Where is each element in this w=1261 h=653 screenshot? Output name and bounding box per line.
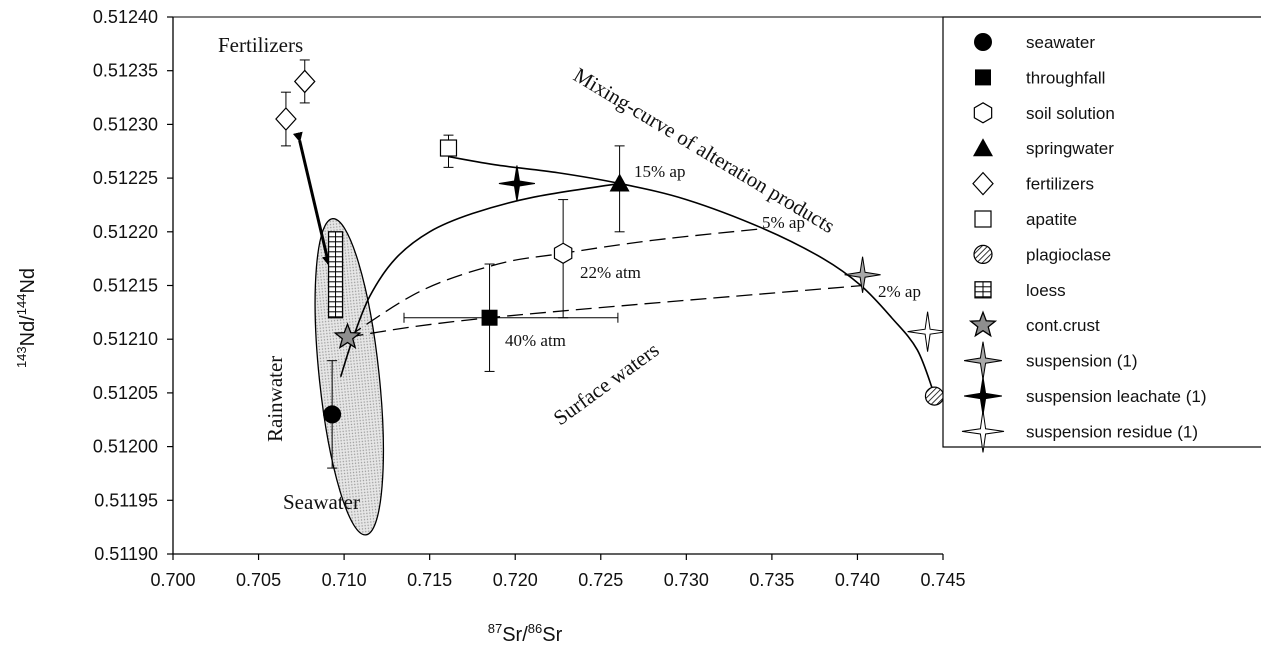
annotation-mixing-curve: Mixing-curve of alteration products	[569, 63, 839, 238]
throughfall-x-error-bar	[403, 312, 619, 323]
legend-marker-soil-solution	[973, 102, 993, 124]
fertilizers-point	[293, 69, 316, 94]
x-tick-label: 0.700	[150, 570, 195, 590]
legend-box	[942, 16, 1261, 448]
legend-marker-fertilizers	[972, 171, 994, 196]
throughfall-point	[481, 309, 498, 326]
apatite-point	[439, 139, 458, 157]
y-tick-label: 0.51190	[94, 544, 158, 564]
x-tick-label: 0.730	[664, 570, 709, 590]
legend-label-loess: loess	[1026, 281, 1066, 300]
plagioclase-point	[924, 386, 945, 406]
legend-label-seawater: seawater	[1026, 33, 1095, 52]
legend-label-cont-crust: cont.crust	[1026, 316, 1100, 335]
y-tick-label: 0.51200	[93, 437, 158, 457]
annotation-surface-waters: Surface waters	[549, 338, 664, 430]
y-tick-label: 0.51220	[93, 222, 158, 242]
cont-crust-point	[333, 322, 362, 350]
y-tick-label: 0.51215	[93, 276, 158, 296]
legend-label-suspension-residue-1: suspension residue (1)	[1026, 422, 1198, 441]
seawater-point	[323, 405, 342, 424]
curve-to-springwater	[339, 182, 620, 378]
dashed-2pct	[347, 284, 863, 338]
x-tick-label: 0.740	[835, 570, 880, 590]
annotation-2pct-ap: 2% ap	[878, 282, 921, 301]
x-tick-label: 0.735	[749, 570, 794, 590]
legend: seawater throughfall soil solution springwa…	[942, 16, 1261, 453]
y-tick-label: 0.51195	[94, 490, 158, 510]
legend-label-suspension-leachate-1: suspension leachate (1)	[1026, 387, 1207, 406]
legend-label-throughfall: throughfall	[1026, 68, 1105, 87]
annotation-15pct-ap: 15% ap	[634, 162, 685, 181]
springwater-point	[609, 173, 630, 192]
annotation-40pct-atm: 40% atm	[505, 331, 566, 350]
legend-label-fertilizers: fertilizers	[1026, 175, 1094, 194]
y-axis-label: 143Nd/144Nd	[14, 268, 39, 368]
y-tick-label: 0.51210	[93, 329, 158, 349]
legend-marker-suspension-residue-1	[961, 410, 1005, 453]
legend-label-springwater: springwater	[1026, 139, 1114, 158]
x-tick-label: 0.745	[920, 570, 965, 590]
y-tick-label: 0.51230	[93, 114, 158, 134]
annotation-22pct-atm: 22% atm	[580, 263, 641, 282]
legend-marker-plagioclase	[973, 244, 993, 264]
annotation-5pct-ap: 5% ap	[762, 213, 805, 232]
x-tick-label: 0.720	[493, 570, 538, 590]
x-tick-label: 0.710	[322, 570, 367, 590]
axis-labels: 87Sr/86Sr 143Nd/144Nd	[14, 268, 563, 646]
legend-label-apatite: apatite	[1026, 210, 1077, 229]
suspension-leachate-1-point	[498, 165, 536, 202]
fertilizers-point	[275, 107, 297, 131]
annotation-seawater: Seawater	[283, 490, 360, 514]
axes: 0.700 0.705 0.710 0.715 0.720 0.725 0.730 0.735…	[93, 7, 966, 590]
x-tick-label: 0.715	[407, 570, 452, 590]
y-tick-label: 0.51240	[93, 7, 158, 27]
legend-marker-throughfall	[975, 69, 991, 86]
legend-label-suspension-1: suspension (1)	[1026, 352, 1138, 371]
mixing-arrow	[292, 131, 332, 266]
y-tick-label: 0.51205	[93, 383, 158, 403]
legend-marker-springwater	[973, 138, 993, 157]
annotation-rainwater: Rainwater	[263, 356, 287, 442]
mixing-curve-alteration	[448, 155, 936, 396]
x-tick-label: 0.725	[578, 570, 623, 590]
y-tick-label: 0.51235	[93, 61, 158, 81]
curves	[339, 155, 936, 396]
suspension-1-point	[844, 256, 881, 293]
legend-label-plagioclase: plagioclase	[1026, 245, 1111, 264]
suspension-residue-1-point	[907, 311, 948, 352]
x-tick-label: 0.705	[236, 570, 281, 590]
dashed-5pct	[347, 227, 764, 338]
legend-marker-apatite	[974, 210, 992, 228]
legend-marker-loess	[974, 281, 992, 299]
legend-marker-seawater	[974, 33, 992, 51]
legend-label-soil-solution: soil solution	[1026, 104, 1115, 123]
loess-point	[327, 231, 344, 319]
data-points	[275, 59, 948, 469]
y-tick-label: 0.51225	[93, 168, 158, 188]
legend-marker-cont-crust	[968, 310, 998, 338]
annotation-fertilizers: Fertilizers	[218, 33, 303, 57]
soil-solution-point	[553, 242, 573, 264]
x-axis-label: 87Sr/86Sr	[488, 621, 563, 646]
